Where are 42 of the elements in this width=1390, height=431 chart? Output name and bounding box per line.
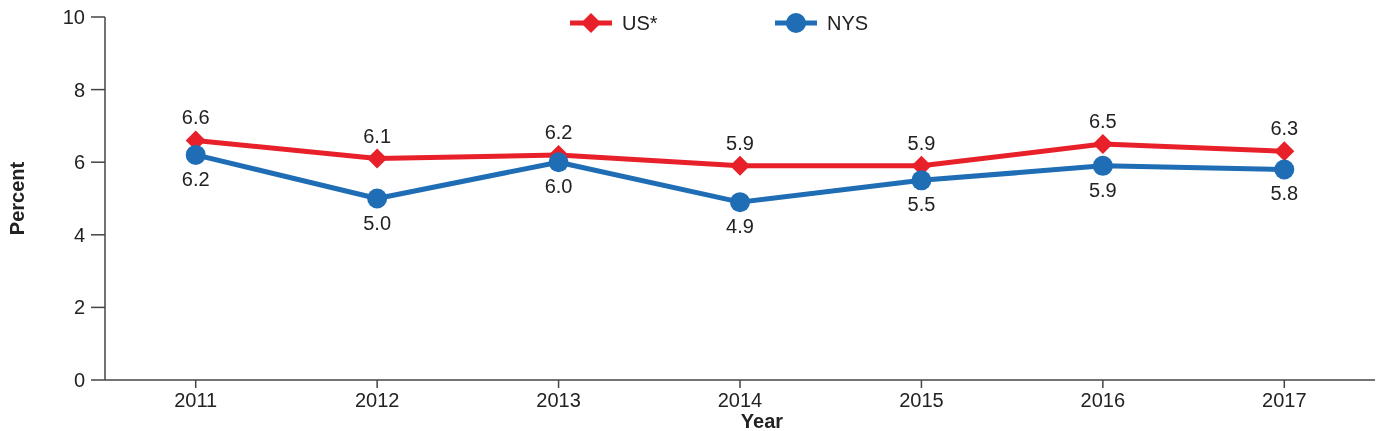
y-axis-title: Percent (6, 161, 28, 236)
data-label: 6.2 (181, 167, 210, 190)
point (367, 148, 388, 169)
point (367, 188, 388, 209)
x-tick-label: 2015 (899, 389, 944, 411)
point (1092, 134, 1113, 155)
x-tick-label: 2013 (536, 389, 581, 411)
y-tick-label: 4 (73, 223, 85, 246)
data-label: 6.3 (1270, 117, 1299, 140)
y-tick-label: 6 (73, 151, 85, 174)
x-tick-label: 2017 (1262, 389, 1307, 411)
data-label: 5.0 (363, 211, 392, 234)
point (1274, 141, 1295, 162)
y-tick-label: 10 (62, 6, 85, 28)
point (185, 144, 206, 165)
y-tick-label: 0 (73, 369, 85, 391)
data-label: 4.9 (726, 215, 754, 238)
point (911, 170, 932, 191)
data-label: 6.1 (363, 124, 392, 147)
x-tick-label: 2011 (174, 389, 218, 411)
point (1092, 155, 1113, 176)
data-label: 6.2 (544, 120, 573, 143)
data-label: 5.9 (726, 131, 754, 154)
data-label: 6.6 (181, 106, 210, 129)
legend-label: NYS (827, 12, 869, 34)
data-label: 6.5 (1088, 110, 1117, 133)
x-tick-label: 2016 (1080, 389, 1126, 411)
data-label: 5.5 (907, 193, 936, 216)
point (730, 192, 750, 213)
data-label: 5.9 (907, 131, 936, 154)
point (548, 152, 569, 173)
y-tick-label: 8 (73, 78, 85, 101)
x-tick-label: 2012 (354, 389, 400, 411)
y-tick-label: 2 (73, 296, 85, 319)
x-tick-label: 2014 (717, 389, 763, 411)
x-axis-title: Year (740, 410, 784, 431)
data-label: 6.0 (544, 175, 573, 198)
legend-label: US* (622, 12, 658, 34)
point (1274, 159, 1295, 180)
point (730, 155, 750, 176)
data-label: 5.8 (1270, 182, 1299, 205)
data-label: 5.9 (1088, 178, 1117, 201)
